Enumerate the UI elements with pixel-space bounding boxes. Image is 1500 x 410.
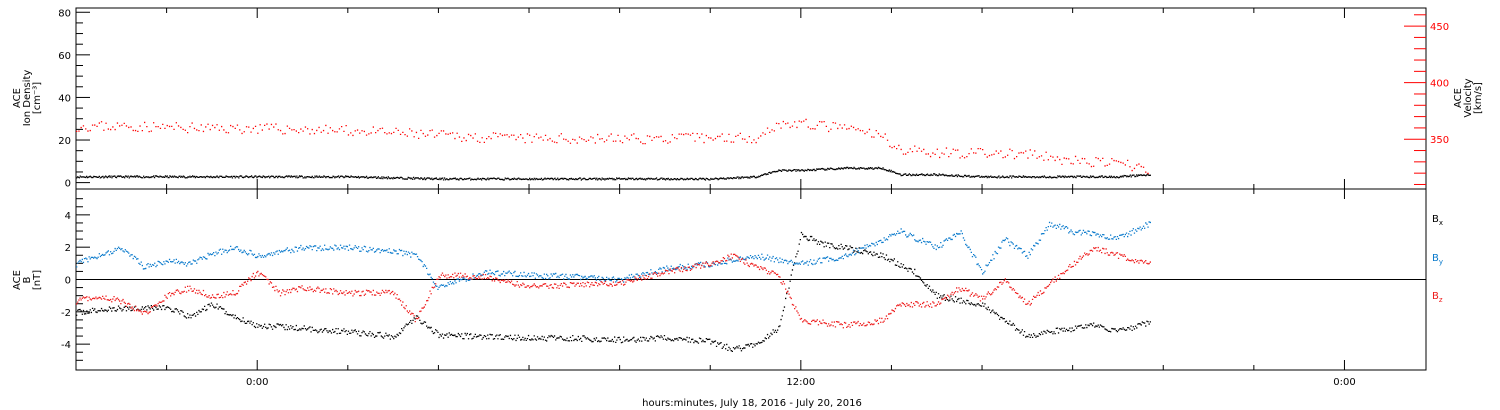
velocity-axis-ticks: 350 400 450 [1404, 14, 1449, 185]
b-axis-title-line: [nT] [32, 270, 43, 290]
velocity-tick-label: 450 [1430, 22, 1449, 33]
density-tick-label: 40 [58, 93, 71, 104]
magnetic-field-axis-ticks: -4 -2 0 2 4 [61, 198, 1426, 361]
density-axis-title: ACE Ion Density [cm⁻³] [12, 70, 43, 127]
density-tick-label: 0 [65, 179, 71, 190]
x-tick-label: 0:00 [1333, 377, 1355, 388]
velocity-axis-title: ACE Velocity [km/s] [1453, 78, 1484, 117]
velocity-axis-title-line: [km/s] [1473, 82, 1484, 114]
series-label-subscript: x [1439, 219, 1443, 227]
bz-series-label: Bz [1432, 291, 1443, 304]
by-series-label: By [1432, 253, 1443, 266]
b-tick-label: -2 [61, 308, 71, 319]
velocity-tick-label: 350 [1430, 135, 1449, 146]
density-velocity-series [76, 118, 1151, 181]
bx-series-label: Bx [1432, 214, 1443, 227]
density-axis-title-line: ACE [12, 88, 23, 108]
x-tick-label: 0:00 [246, 377, 268, 388]
series-label-main: B [1432, 214, 1439, 225]
axis-titles: ACE Ion Density [cm⁻³] ACE Velocity [km/s]ACE… [12, 70, 1484, 304]
b-axis-title-line: ACE [12, 270, 23, 290]
bx-series [76, 231, 1151, 352]
density-axis-title-line: Ion Density [22, 70, 33, 127]
series-label-subscript: y [1439, 258, 1443, 266]
series-label-main: B [1432, 253, 1439, 264]
b-tick-label: 2 [65, 243, 71, 254]
density-tick-label: 80 [58, 8, 71, 19]
density-axis-ticks: 0 20 40 60 80 [58, 8, 90, 190]
velocity-tick-label: 400 [1430, 79, 1449, 90]
density-series [76, 166, 1151, 181]
magnetic-field-series [76, 221, 1151, 352]
b-axis-title: ACE B [nT] [12, 270, 43, 290]
b-tick-label: 0 [65, 276, 71, 287]
b-tick-label: 4 [65, 211, 71, 222]
density-tick-label: 60 [58, 51, 71, 62]
b-tick-label: -4 [61, 340, 71, 351]
x-axis-ticks: 0:00 12:00 0:00 [75, 8, 1356, 388]
panel-frames [75, 7, 1427, 371]
velocity-series [76, 118, 1149, 175]
density-axis-title-line: [cm⁻³] [32, 82, 43, 114]
x-axis-label: hours:minutes, July 18, 2016 - July 20, … [642, 398, 862, 409]
b-axis-title-line: B [22, 276, 33, 283]
density-tick-label: 20 [58, 136, 71, 147]
velocity-axis-title-line: ACE [1453, 88, 1464, 108]
velocity-axis-title-line: Velocity [1463, 78, 1474, 117]
x-tick-label: 12:00 [786, 377, 815, 388]
bz-series [76, 246, 1151, 329]
series-label-subscript: z [1439, 296, 1443, 304]
series-label-main: B [1432, 291, 1439, 302]
